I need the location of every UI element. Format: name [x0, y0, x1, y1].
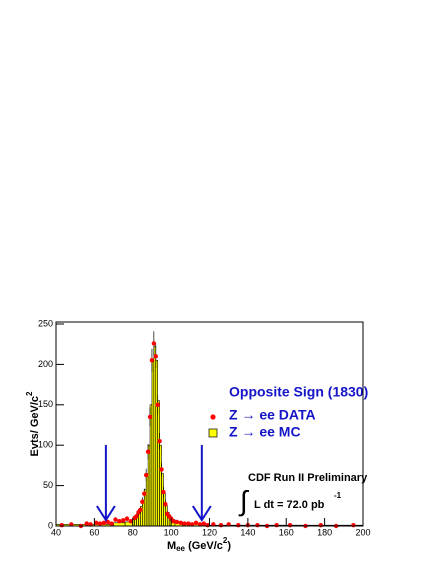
legend-data-label: Z → ee DATA	[229, 407, 316, 423]
data-point	[143, 472, 149, 478]
data-point	[69, 522, 74, 527]
x-tick-label: 100	[164, 527, 179, 537]
annotation: CDF Run II Preliminary	[248, 472, 368, 484]
data-point	[138, 507, 143, 513]
x-label-sub: ee	[176, 544, 185, 553]
x-tick-label: 40	[51, 527, 61, 537]
x-tick-label: 160	[279, 527, 294, 537]
data-point	[197, 522, 203, 527]
data-point	[170, 518, 176, 524]
legend-mc-marker	[208, 428, 218, 438]
x-label-m: M	[167, 540, 176, 552]
y-tick-label: 250	[38, 318, 53, 328]
y-label-sup: 2	[25, 391, 34, 396]
data-point	[134, 514, 139, 519]
data-point	[140, 499, 145, 504]
data-point	[193, 520, 199, 525]
x-tick-label: 80	[128, 527, 138, 537]
lumi-text: L dt = 72.0 pb	[254, 499, 325, 511]
lumi-exponent: -1	[334, 491, 342, 500]
data-point	[101, 520, 107, 525]
legend-mc-label: Z → ee MC	[229, 424, 301, 440]
data-point	[117, 518, 122, 524]
data-point	[218, 522, 224, 528]
y-tick-label: 0	[48, 520, 53, 530]
x-tick-label: 60	[89, 527, 99, 537]
lumi-integral: ∫	[238, 485, 250, 516]
x-label-unit: (GeV/c	[185, 540, 223, 552]
data-point	[145, 449, 151, 454]
legend-title: Opposite Sign (1830)	[229, 384, 368, 400]
data-point	[159, 467, 164, 472]
x-tick-label: 120	[202, 527, 217, 537]
x-label-sup: 2	[223, 536, 228, 545]
legend-data-marker	[210, 414, 216, 420]
data-point	[97, 521, 103, 526]
data-point	[157, 438, 162, 444]
data-point	[84, 521, 89, 526]
x-axis-label: Mee (GeV/c2)	[167, 536, 231, 553]
data-point	[226, 522, 231, 527]
data-point	[113, 517, 118, 522]
data-point	[255, 522, 260, 528]
data-point	[105, 519, 111, 525]
data-point	[151, 341, 157, 346]
data-point	[190, 522, 195, 527]
y-tick-label: 200	[38, 359, 53, 369]
x-tick-label: 180	[317, 527, 332, 537]
data-point	[163, 501, 168, 507]
data-point	[153, 354, 158, 359]
data-point	[182, 521, 187, 526]
y-axis-label: Evts/ GeV/c2	[25, 391, 41, 457]
data-point	[109, 521, 114, 526]
y-tick-label: 150	[38, 399, 53, 409]
data-point	[147, 414, 153, 420]
data-point	[161, 489, 166, 495]
data-point	[174, 519, 180, 525]
data-point	[211, 522, 216, 527]
data-point	[142, 491, 147, 496]
x-label-close: )	[227, 540, 231, 552]
data-point	[186, 521, 191, 526]
y-tick-label: 100	[38, 440, 53, 450]
cut-arrow	[96, 445, 116, 522]
data-point	[178, 520, 183, 525]
data-point	[124, 516, 130, 521]
data-point	[88, 522, 93, 527]
data-point	[128, 518, 134, 524]
y-tick-label: 50	[43, 480, 53, 490]
data-point	[201, 521, 206, 526]
cut-arrow	[191, 445, 212, 522]
data-point	[155, 402, 160, 407]
x-tick-label: 140	[240, 527, 255, 537]
x-tick-label: 200	[355, 527, 370, 537]
data-point	[149, 358, 155, 363]
data-point	[120, 518, 126, 523]
data-point	[94, 520, 99, 525]
y-label-text: Evts/ GeV/c	[29, 396, 41, 457]
